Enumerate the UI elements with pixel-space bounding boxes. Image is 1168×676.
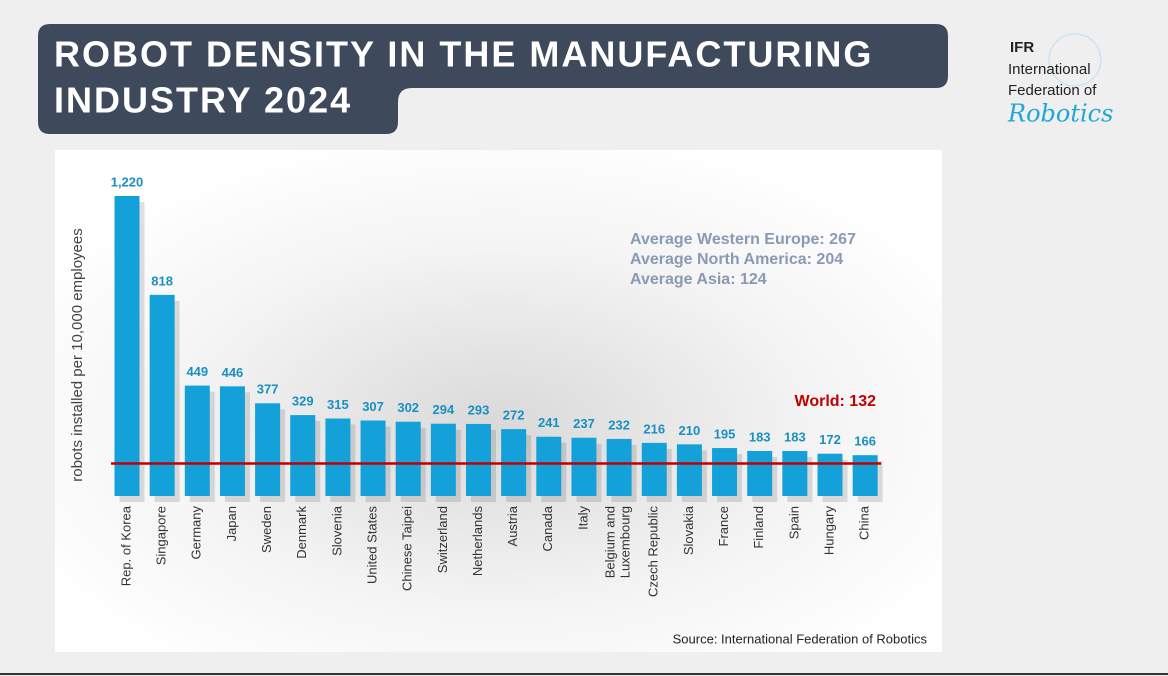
value-label: 329 bbox=[292, 394, 314, 409]
y-axis-label: robots installed per 10,000 employees bbox=[69, 228, 86, 482]
bar bbox=[747, 451, 773, 496]
bar bbox=[466, 423, 491, 496]
x-tick-label: Singapore bbox=[154, 506, 169, 565]
value-label: 210 bbox=[679, 423, 701, 438]
value-label: 166 bbox=[854, 434, 876, 449]
x-tick-label: Slovenia bbox=[329, 505, 344, 556]
bar bbox=[255, 403, 281, 496]
x-tick-label: Denmark bbox=[294, 506, 309, 559]
x-tick-label: Canada bbox=[540, 505, 555, 551]
x-tick-label: Czech Republic bbox=[646, 506, 661, 598]
value-label: 293 bbox=[468, 402, 490, 417]
x-tick-label: Sweden bbox=[259, 506, 274, 553]
value-label: 195 bbox=[714, 426, 736, 441]
bar bbox=[430, 423, 456, 496]
value-label: 315 bbox=[327, 397, 349, 412]
value-label: 377 bbox=[257, 382, 279, 397]
value-label: 216 bbox=[643, 421, 665, 436]
reference-label: World: 132 bbox=[795, 393, 877, 410]
logo-script: Robotics bbox=[1007, 100, 1113, 128]
bar bbox=[817, 453, 843, 496]
x-tick-label: Germany bbox=[189, 506, 204, 560]
bar bbox=[782, 451, 808, 496]
bar bbox=[571, 437, 597, 496]
value-label: 237 bbox=[573, 416, 595, 431]
value-label: 183 bbox=[784, 429, 806, 444]
logo-globe bbox=[1048, 33, 1102, 87]
bar bbox=[641, 442, 667, 496]
annotation: Average North America: 204 bbox=[630, 251, 843, 268]
bar bbox=[184, 385, 210, 496]
source: Source: International Federation of Robo… bbox=[673, 631, 928, 646]
x-tick-label: France bbox=[716, 506, 731, 546]
bar bbox=[395, 421, 421, 496]
value-label: 302 bbox=[397, 400, 419, 415]
title-box bbox=[38, 24, 948, 134]
x-tick-label: Italy bbox=[575, 506, 590, 530]
bar bbox=[536, 436, 562, 496]
x-tick-label: Slovakia bbox=[681, 505, 696, 555]
x-tick-label: United States bbox=[364, 506, 379, 585]
value-label: 272 bbox=[503, 408, 525, 423]
value-label: 294 bbox=[432, 402, 454, 417]
value-label: 449 bbox=[186, 364, 208, 379]
value-label: 307 bbox=[362, 399, 384, 414]
bar bbox=[290, 415, 316, 496]
value-label: 1,220 bbox=[111, 174, 144, 189]
bar bbox=[325, 418, 351, 496]
bar bbox=[676, 444, 702, 496]
x-tick-label: Spain bbox=[786, 506, 801, 539]
x-tick-label: Chinese Taipei bbox=[400, 506, 415, 591]
x-tick-label: Japan bbox=[224, 506, 239, 541]
x-tick-label: Netherlands bbox=[470, 506, 485, 577]
bar bbox=[360, 420, 386, 496]
annotation: Average Asia: 124 bbox=[630, 271, 767, 288]
logo-line: International bbox=[1008, 61, 1091, 78]
x-tick-label: Switzerland bbox=[435, 506, 450, 573]
bar bbox=[219, 386, 245, 496]
title-line: ROBOT DENSITY IN THE MANUFACTURING bbox=[54, 34, 873, 75]
x-tick-label: Belgium andLuxembourg bbox=[603, 506, 633, 578]
x-tick-label: China bbox=[857, 505, 872, 540]
title-line: INDUSTRY 2024 bbox=[54, 80, 352, 121]
bar bbox=[114, 196, 140, 496]
value-label: 241 bbox=[538, 415, 560, 430]
annotation: Average Western Europe: 267 bbox=[630, 231, 856, 248]
logo-line: Federation of bbox=[1008, 82, 1097, 99]
x-tick-label: Austria bbox=[505, 505, 520, 546]
bar bbox=[149, 294, 175, 496]
logo-acronym: IFR bbox=[1010, 39, 1034, 56]
x-tick-label: Finland bbox=[751, 506, 766, 549]
x-tick-label: Hungary bbox=[821, 506, 836, 556]
value-label: 172 bbox=[819, 432, 841, 447]
bar bbox=[712, 448, 738, 496]
value-label: 446 bbox=[222, 365, 244, 380]
x-tick-label: Rep. of Korea bbox=[118, 505, 133, 586]
value-label: 818 bbox=[151, 273, 173, 288]
value-label: 232 bbox=[608, 417, 630, 432]
bar bbox=[606, 438, 632, 496]
value-label: 183 bbox=[749, 429, 771, 444]
bar bbox=[852, 455, 878, 496]
